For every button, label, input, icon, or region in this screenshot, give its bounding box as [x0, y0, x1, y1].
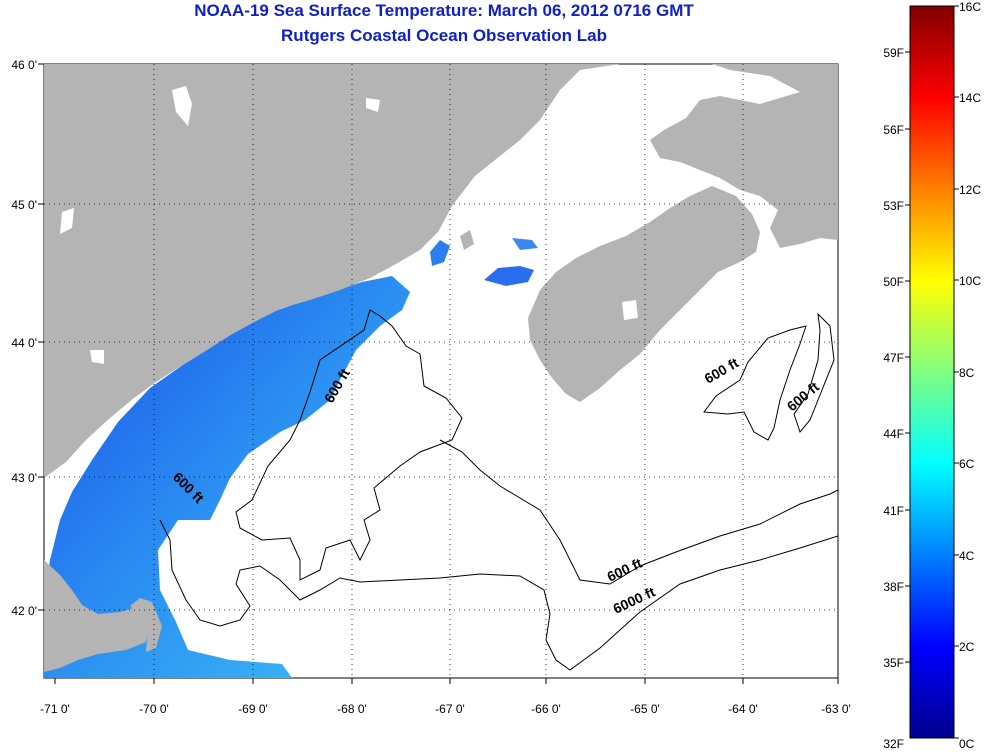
- land-new-england-maine: [44, 64, 838, 478]
- land-grand-manan: [460, 230, 474, 250]
- longitude-labels: -71 0' -70 0' -69 0' -68 0' -67 0' -66 0…: [40, 702, 851, 716]
- colorbar-celsius-labels: 16C 14C 12C 10C 8C 6C 4C 2C 0C: [959, 0, 981, 751]
- map-subtitle: Rutgers Coastal Ocean Observation Lab: [281, 26, 607, 45]
- lon-label: -69 0': [238, 702, 268, 716]
- fahrenheit-label: 50F: [883, 275, 904, 289]
- bathymetry-contours: [159, 309, 838, 671]
- lake-4: [622, 300, 638, 320]
- sst-cold-water-region: [44, 276, 410, 678]
- fahrenheit-label: 38F: [883, 580, 904, 594]
- latitude-labels: 46 0' 45 0' 44 0' 43 0' 42 0': [11, 58, 37, 618]
- lon-label: -64 0': [728, 702, 758, 716]
- fahrenheit-label: 53F: [883, 199, 904, 213]
- celsius-label: 0C: [959, 737, 975, 751]
- lon-label: -66 0': [531, 702, 561, 716]
- fahrenheit-label: 59F: [883, 46, 904, 60]
- lon-label: -63 0': [821, 702, 851, 716]
- lon-label: -68 0': [337, 702, 367, 716]
- land-cape-cod: [130, 598, 162, 652]
- lake-5: [90, 350, 104, 364]
- fahrenheit-label: 35F: [883, 656, 904, 670]
- fahrenheit-label: 41F: [883, 504, 904, 518]
- fahrenheit-label: 32F: [883, 737, 904, 751]
- lon-label: -70 0': [139, 702, 169, 716]
- celsius-label: 12C: [959, 183, 981, 197]
- fahrenheit-label: 47F: [883, 351, 904, 365]
- lat-label: 44 0': [11, 336, 37, 350]
- celsius-label: 6C: [959, 457, 975, 471]
- lake-1: [172, 86, 192, 126]
- lon-label: -65 0': [630, 702, 660, 716]
- colorbar: [909, 5, 955, 739]
- sst-water-patch-3: [430, 240, 450, 266]
- celsius-label: 4C: [959, 549, 975, 563]
- land-new-brunswick: [650, 92, 838, 248]
- lat-label: 42 0': [11, 604, 37, 618]
- fahrenheit-label: 56F: [883, 123, 904, 137]
- colorbar-ticks: [905, 5, 959, 739]
- frame-ticks: [38, 63, 839, 684]
- lake-3: [366, 98, 380, 112]
- colorbar-fahrenheit-labels: 59F 56F 53F 50F 47F 44F 41F 38F 35F 32F: [883, 46, 904, 751]
- lon-label: -71 0': [40, 702, 70, 716]
- sst-water-patch-2: [512, 238, 538, 250]
- sst-water-patch: [484, 266, 534, 286]
- fahrenheit-label: 44F: [883, 427, 904, 441]
- lake-2: [60, 208, 74, 234]
- celsius-label: 8C: [959, 366, 975, 380]
- celsius-label: 2C: [959, 640, 975, 654]
- celsius-label: 14C: [959, 91, 981, 105]
- celsius-label: 16C: [959, 0, 981, 14]
- lat-label: 43 0': [11, 471, 37, 485]
- land-massachusetts: [44, 560, 150, 672]
- land-nova-scotia: [528, 186, 760, 402]
- lat-label: 45 0': [11, 198, 37, 212]
- celsius-label: 10C: [959, 274, 981, 288]
- lat-label: 46 0': [11, 58, 37, 72]
- map-title: NOAA-19 Sea Surface Temperature: March 0…: [194, 1, 694, 20]
- lon-label: -67 0': [435, 702, 465, 716]
